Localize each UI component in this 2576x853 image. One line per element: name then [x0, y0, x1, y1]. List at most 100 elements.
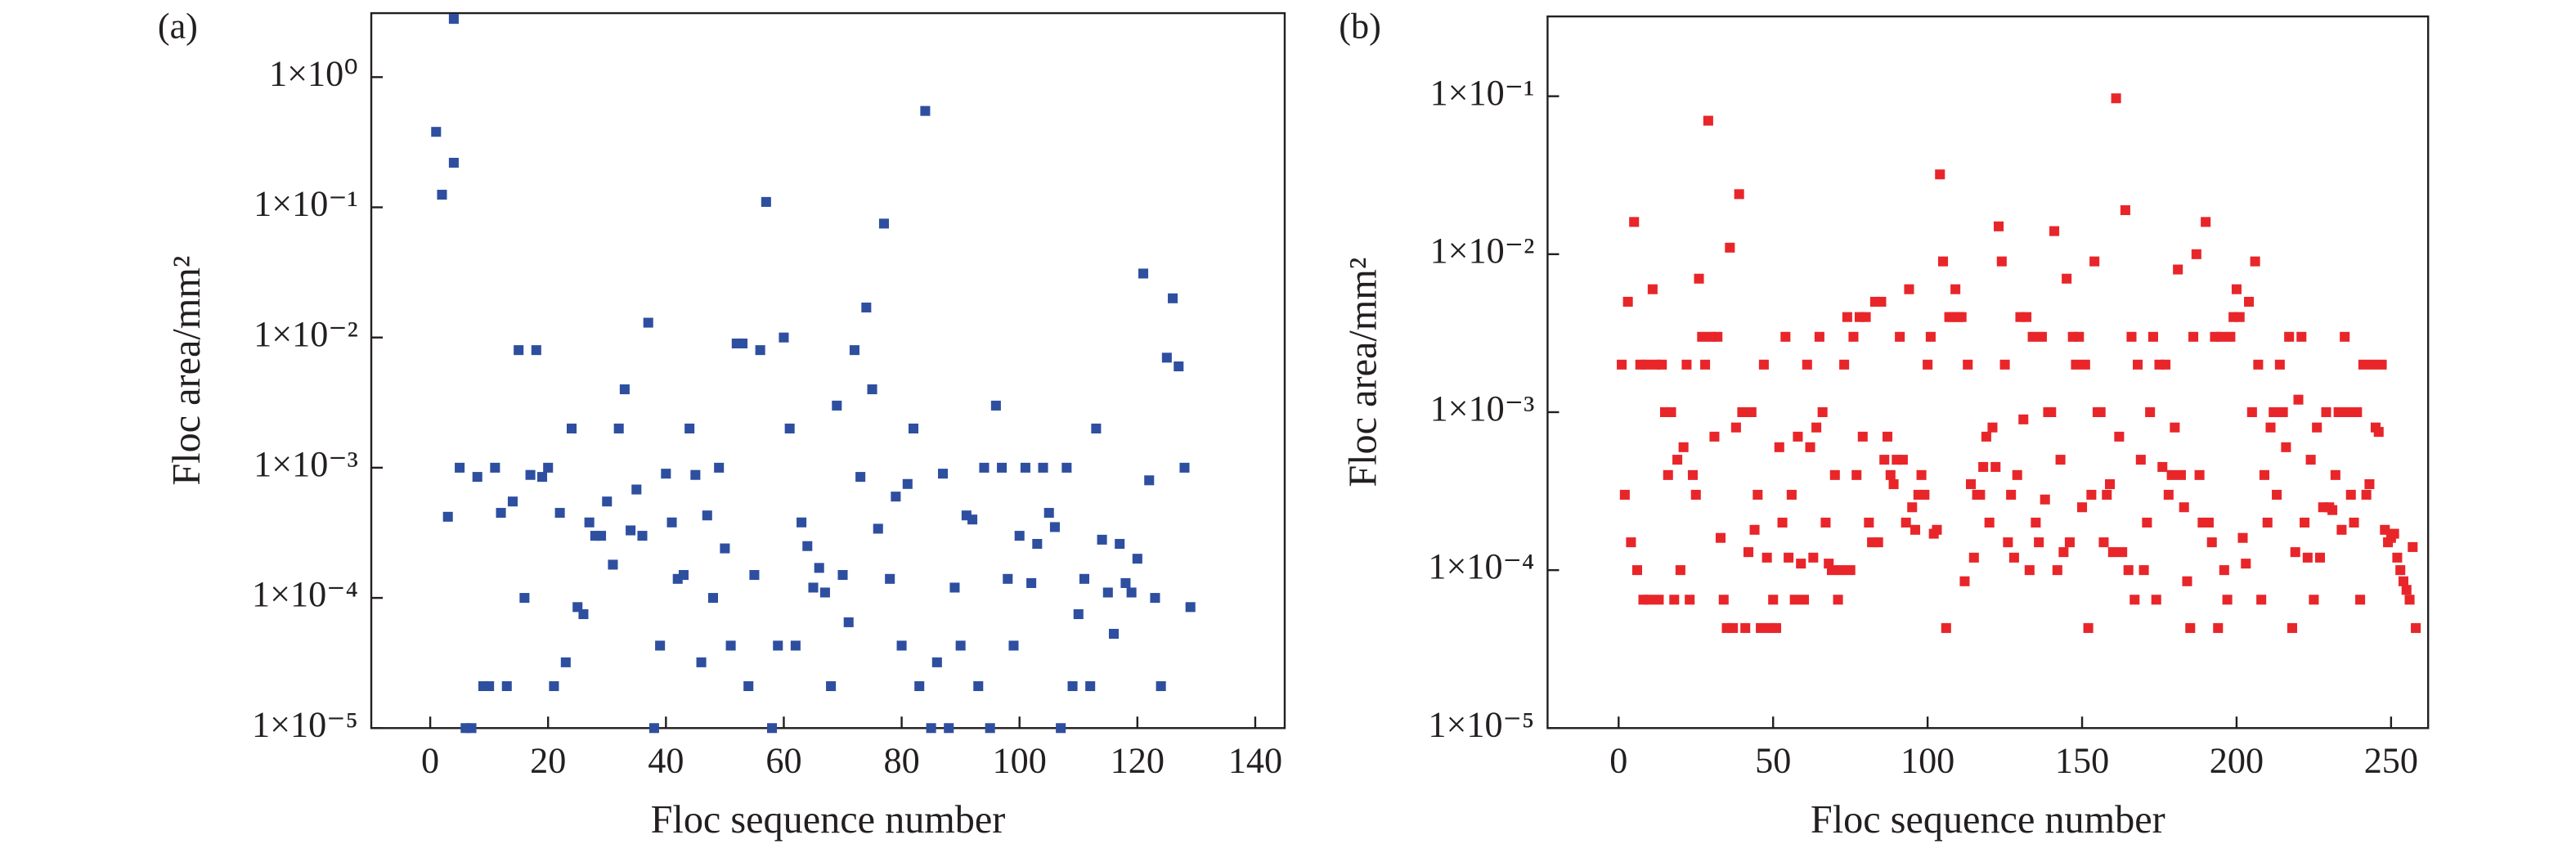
- point: [755, 345, 765, 356]
- point: [1067, 680, 1078, 692]
- point: [1718, 595, 1729, 605]
- point: [2022, 312, 2032, 322]
- point: [1685, 595, 1695, 605]
- point: [2333, 406, 2344, 417]
- point: [707, 593, 719, 604]
- point: [519, 593, 530, 604]
- point: [2278, 406, 2288, 417]
- point: [1923, 359, 1933, 370]
- point: [1857, 431, 1868, 442]
- point: [1097, 534, 1107, 545]
- point: [2089, 256, 2100, 267]
- point: [1700, 359, 1711, 370]
- point: [955, 640, 966, 651]
- point: [1079, 573, 1089, 584]
- point: [1829, 469, 1840, 480]
- point: [2234, 312, 2245, 322]
- point: [2123, 565, 2134, 576]
- point: [602, 496, 613, 507]
- point: [2058, 547, 2069, 558]
- point: [1789, 595, 1800, 605]
- point: [2262, 517, 2273, 528]
- point: [1864, 517, 1874, 528]
- point: [1694, 273, 1704, 284]
- point: [2161, 359, 2171, 370]
- point: [696, 657, 707, 667]
- point: [749, 570, 760, 581]
- point: [1842, 312, 1852, 322]
- point: [1132, 554, 1142, 564]
- point: [2237, 532, 2248, 543]
- y-tick-label: 1×10⁻¹: [254, 184, 358, 224]
- point: [584, 517, 595, 528]
- point: [1876, 296, 1887, 307]
- point: [2293, 394, 2304, 405]
- point: [949, 582, 960, 593]
- point: [855, 472, 866, 483]
- point: [1956, 312, 1967, 322]
- y-tick-label: 1×10⁻⁵: [252, 704, 358, 744]
- point: [1185, 602, 1196, 613]
- point: [826, 680, 837, 692]
- point: [779, 332, 789, 343]
- point: [648, 723, 659, 734]
- point: [1904, 284, 1914, 294]
- point: [543, 462, 554, 473]
- point: [1873, 537, 1883, 548]
- point: [2071, 359, 2081, 370]
- point: [596, 531, 607, 541]
- point: [1826, 565, 1838, 576]
- point: [2340, 331, 2350, 342]
- point: [2095, 406, 2106, 417]
- y-axis-label: Floc area/mm²: [1341, 258, 1384, 487]
- point: [2284, 331, 2295, 342]
- point: [1038, 462, 1048, 473]
- point: [2052, 565, 2062, 576]
- point: [896, 640, 907, 651]
- point: [1014, 531, 1025, 541]
- point: [1820, 517, 1831, 528]
- point: [1879, 455, 1890, 465]
- point: [1709, 431, 1720, 442]
- point: [442, 511, 453, 522]
- point: [2392, 552, 2403, 563]
- point: [2145, 406, 2156, 417]
- x-tick-label: 100: [1901, 741, 1954, 781]
- x-tick-label: 250: [2364, 741, 2418, 781]
- point: [1622, 296, 1633, 307]
- point: [743, 680, 754, 692]
- point: [2191, 249, 2201, 259]
- point: [2111, 93, 2121, 104]
- point: [1703, 115, 1713, 126]
- point: [490, 462, 500, 473]
- point: [2008, 552, 2019, 563]
- point: [1941, 622, 1951, 633]
- y-tick-label: 1×10⁰: [269, 53, 358, 93]
- point: [2244, 296, 2255, 307]
- point: [2138, 565, 2149, 576]
- point: [908, 423, 919, 433]
- point: [1619, 489, 1630, 500]
- point: [2398, 576, 2408, 586]
- x-tick-label: 150: [2055, 741, 2109, 781]
- point: [2120, 204, 2130, 216]
- point: [2272, 489, 2282, 500]
- point: [2253, 359, 2264, 370]
- point: [2364, 479, 2375, 490]
- point: [1817, 406, 1828, 417]
- point: [2027, 331, 2038, 342]
- point: [1108, 628, 1120, 639]
- point: [637, 531, 648, 541]
- point: [902, 478, 913, 489]
- x-axis-label: Floc sequence number: [1811, 798, 2165, 842]
- point: [2175, 469, 2186, 480]
- point: [2163, 489, 2174, 500]
- point: [2246, 406, 2257, 417]
- point: [2107, 547, 2118, 558]
- point: [2018, 414, 2029, 424]
- point: [2404, 595, 2415, 605]
- point: [2408, 541, 2418, 552]
- point: [1102, 587, 1113, 598]
- point: [525, 469, 536, 480]
- point: [1690, 489, 1701, 500]
